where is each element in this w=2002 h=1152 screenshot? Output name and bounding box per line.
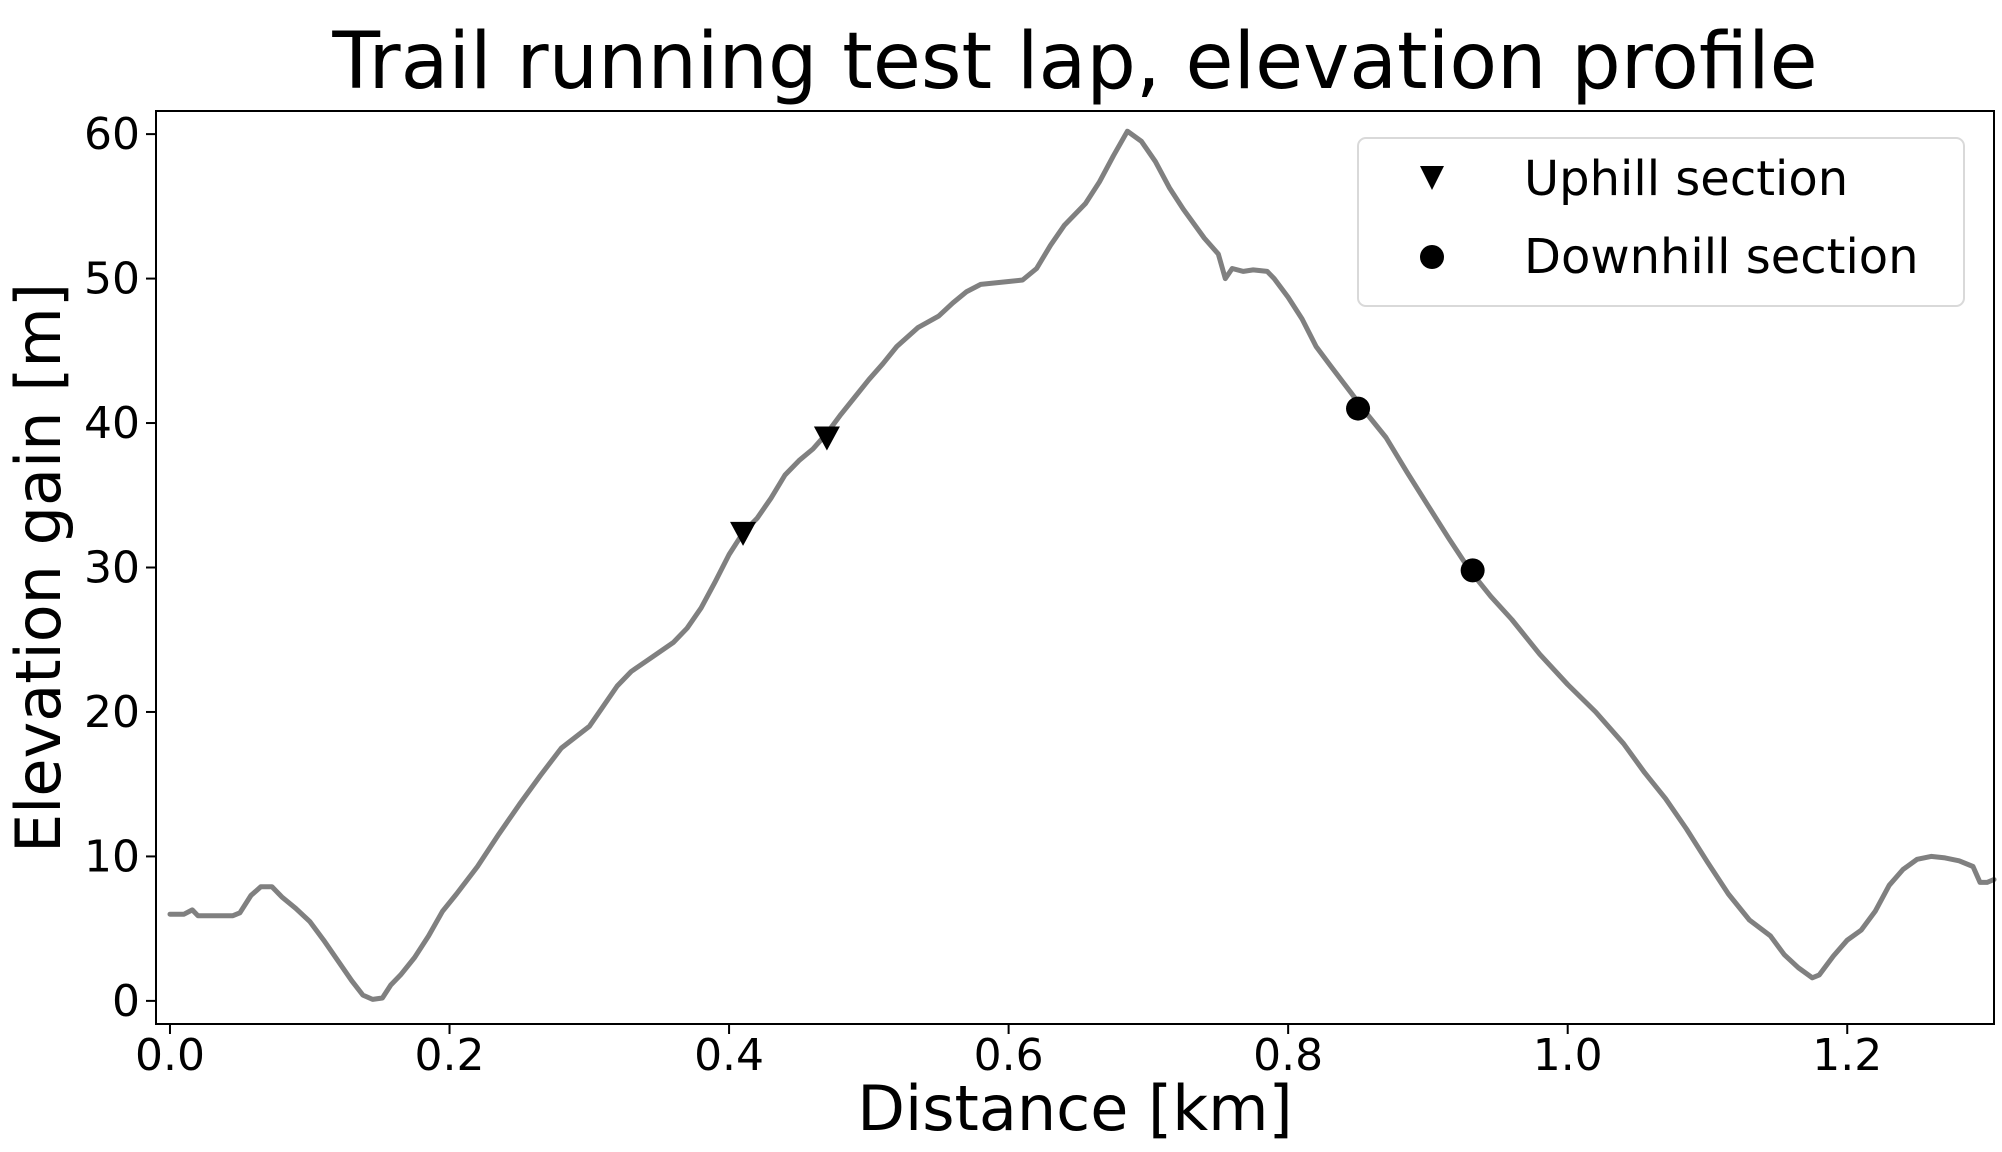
y-axis-label: Elevation gain [m] <box>2 283 75 853</box>
x-tick-label: 1.2 <box>1812 1030 1882 1081</box>
x-tick-label: 0.4 <box>694 1030 764 1081</box>
y-tick-label: 10 <box>84 831 140 882</box>
y-tick-label: 20 <box>84 687 140 738</box>
y-tick-label: 40 <box>84 398 140 449</box>
uphill-marker-1 <box>730 521 757 546</box>
y-tick-label: 30 <box>84 543 140 594</box>
chart-title: Trail running test lap, elevation profil… <box>331 17 1817 107</box>
uphill-marker-2 <box>813 426 840 451</box>
legend: Uphill section Downhill section <box>1357 137 1965 307</box>
x-tick-label: 0.6 <box>974 1030 1044 1081</box>
x-tick-label: 0.8 <box>1253 1030 1323 1081</box>
y-tick-label: 50 <box>84 254 140 305</box>
axes: 0.0 0.2 0.4 0.6 0.8 1.0 1.2 0 10 20 30 40 50 60 <box>84 109 1995 1081</box>
legend-downhill-label: Downhill section <box>1524 229 1919 285</box>
x-tick-label: 1.0 <box>1533 1030 1603 1081</box>
x-tick-label: 0.2 <box>415 1030 485 1081</box>
x-axis-label: Distance [km] <box>857 1072 1292 1145</box>
elevation-line <box>167 128 1997 1002</box>
legend-downhill-marker <box>1420 245 1444 269</box>
downhill-marker-1 <box>1346 396 1371 421</box>
legend-frame <box>1357 137 1965 307</box>
plot-area <box>167 128 1997 1002</box>
legend-uphill-marker <box>1420 166 1444 190</box>
x-tick-label: 0.0 <box>135 1030 205 1081</box>
y-tick-label: 0 <box>112 976 140 1027</box>
downhill-marker-2 <box>1460 558 1485 583</box>
legend-uphill-label: Uphill section <box>1524 151 1848 207</box>
y-tick-label: 60 <box>84 109 140 160</box>
